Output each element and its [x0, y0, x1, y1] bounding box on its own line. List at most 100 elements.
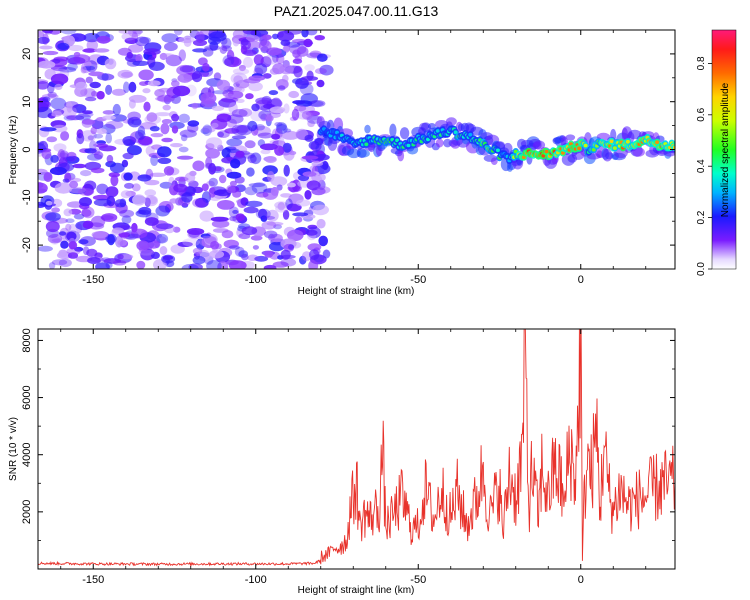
- noise-blob: [232, 68, 250, 75]
- noise-blob: [38, 30, 44, 38]
- noise-blob: [124, 182, 134, 189]
- noise-blob: [50, 235, 60, 245]
- noise-blob: [42, 50, 59, 56]
- noise-blob: [231, 135, 247, 140]
- noise-blob: [143, 101, 151, 112]
- noise-blob: [142, 88, 151, 94]
- noise-blob: [105, 132, 112, 144]
- x-tick-label: -150: [82, 574, 104, 586]
- noise-blob: [86, 39, 99, 51]
- noise-blob: [270, 97, 282, 110]
- noise-blob: [171, 113, 180, 122]
- track-halo: [632, 147, 645, 157]
- track-halo: [565, 134, 576, 141]
- noise-blob: [93, 48, 110, 53]
- noise-blob: [264, 156, 277, 163]
- noise-blob: [242, 56, 254, 68]
- noise-blob: [53, 143, 67, 152]
- noise-blob: [38, 60, 56, 69]
- noise-blob: [295, 216, 303, 223]
- noise-blob: [117, 69, 133, 79]
- noise-blob: [128, 99, 136, 109]
- noise-blob: [139, 81, 149, 86]
- noise-blob: [292, 38, 307, 44]
- noise-blob: [66, 101, 73, 113]
- noise-blob: [58, 66, 77, 73]
- noise-blob: [57, 42, 70, 51]
- colorbar-ticks: 0.0 0.2 0.4 0.6 0.8: [696, 56, 712, 276]
- noise-blob: [41, 149, 52, 160]
- noise-blob: [161, 119, 172, 124]
- noise-blob: [250, 235, 263, 241]
- noise-blob: [245, 200, 263, 208]
- noise-blob: [322, 249, 331, 259]
- noise-blob: [304, 64, 315, 72]
- colorbar-label: Normalized spectral amplitude: [720, 82, 731, 217]
- noise-blob: [54, 182, 73, 194]
- noise-blob: [157, 94, 175, 103]
- noise-blob: [292, 212, 309, 217]
- noise-blob: [96, 90, 105, 100]
- noise-blob: [306, 180, 321, 191]
- noise-blob: [262, 73, 272, 79]
- noise-blob: [90, 147, 101, 156]
- noise-blob: [83, 48, 96, 53]
- noise-blob: [159, 181, 173, 189]
- noise-blob: [50, 110, 63, 117]
- noise-blob: [233, 75, 244, 85]
- noise-blob: [217, 261, 229, 269]
- noise-blob: [121, 32, 137, 41]
- noise-blob: [138, 136, 153, 146]
- noise-blob: [178, 146, 189, 153]
- noise-blob: [78, 188, 95, 196]
- noise-blob: [150, 154, 159, 166]
- noise-blob: [172, 85, 191, 97]
- noise-blob: [144, 197, 151, 208]
- noise-blob: [154, 112, 171, 117]
- noise-blob: [164, 42, 178, 52]
- noise-blob: [138, 249, 155, 256]
- noise-blob: [191, 71, 203, 83]
- x-tick-label: 0: [578, 274, 584, 286]
- track-peak: [544, 149, 549, 154]
- noise-blob: [132, 60, 149, 66]
- noise-blob: [59, 150, 69, 159]
- noise-blob: [117, 254, 124, 260]
- noise-blob: [292, 58, 303, 64]
- noise-blob: [80, 66, 87, 74]
- noise-blob: [316, 218, 326, 229]
- noise-blob: [221, 37, 232, 49]
- noise-blob: [264, 251, 274, 258]
- noise-blob: [60, 131, 70, 141]
- noise-blob: [72, 163, 87, 169]
- noise-blob: [305, 30, 318, 36]
- noise-blob: [148, 61, 165, 71]
- noise-blob: [44, 30, 53, 35]
- noise-blob: [296, 199, 311, 207]
- noise-blob: [38, 168, 48, 175]
- noise-blob: [254, 63, 268, 75]
- colorbar-tick-label: 0.6: [696, 107, 707, 121]
- noise-blob: [157, 157, 172, 164]
- noise-blob: [60, 240, 69, 249]
- noise-blob: [144, 189, 157, 197]
- noise-blob: [280, 193, 292, 198]
- noise-blob: [120, 190, 132, 199]
- noise-blob: [304, 134, 314, 142]
- noise-blob: [43, 172, 53, 182]
- noise-blob: [243, 49, 257, 56]
- colorbar-tick-label: 0.8: [696, 56, 707, 70]
- noise-blob: [247, 154, 257, 164]
- snr-frame: [37, 328, 676, 570]
- noise-blob: [273, 224, 282, 230]
- noise-blob: [42, 96, 51, 103]
- noise-blob: [75, 81, 88, 90]
- noise-blob: [112, 103, 121, 116]
- noise-blob: [144, 114, 161, 125]
- noise-blob: [192, 256, 206, 265]
- noise-blob: [45, 212, 61, 222]
- noise-blob: [274, 145, 285, 156]
- noise-blob: [165, 54, 182, 67]
- noise-blob: [93, 198, 112, 207]
